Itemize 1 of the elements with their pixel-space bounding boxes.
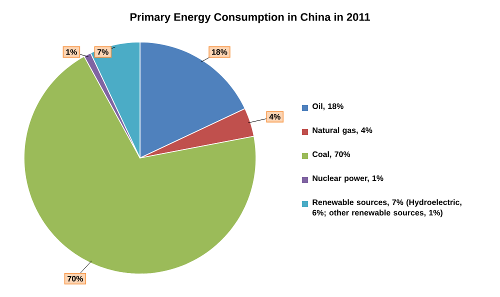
chart-title: Primary Energy Consumption in China in 2011	[130, 12, 370, 24]
